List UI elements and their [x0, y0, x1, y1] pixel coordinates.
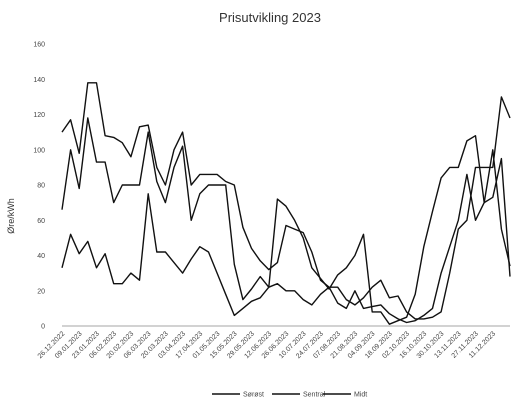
x-axis-ticks: 26.12.202209.01.202323.01.202306.02.2023… — [37, 330, 498, 360]
y-tick-label: 80 — [37, 183, 45, 190]
series-line-1 — [61, 117, 511, 325]
y-tick-label: 120 — [33, 112, 45, 119]
y-tick-label: 60 — [37, 218, 45, 225]
y-axis-label: Øre/kWh — [6, 198, 16, 234]
series-line-0 — [61, 82, 511, 320]
chart-title: Prisutvikling 2023 — [219, 10, 321, 25]
y-tick-label: 160 — [33, 42, 45, 49]
y-tick-label: 20 — [37, 288, 45, 295]
legend-label: Sørøst — [243, 392, 264, 399]
series-line-2 — [61, 149, 511, 324]
legend-label: Sentral — [303, 392, 326, 399]
legend: Sørøst Sentral Midt — [212, 392, 367, 399]
y-tick-label: 40 — [37, 253, 45, 260]
y-tick-label: 140 — [33, 77, 45, 84]
y-tick-label: 100 — [33, 147, 45, 154]
y-tick-label: 0 — [41, 324, 45, 331]
series-lines — [61, 82, 511, 325]
legend-label: Midt — [354, 392, 367, 399]
y-axis-ticks: 0 20 40 60 80 100 120 140 160 — [33, 42, 45, 331]
